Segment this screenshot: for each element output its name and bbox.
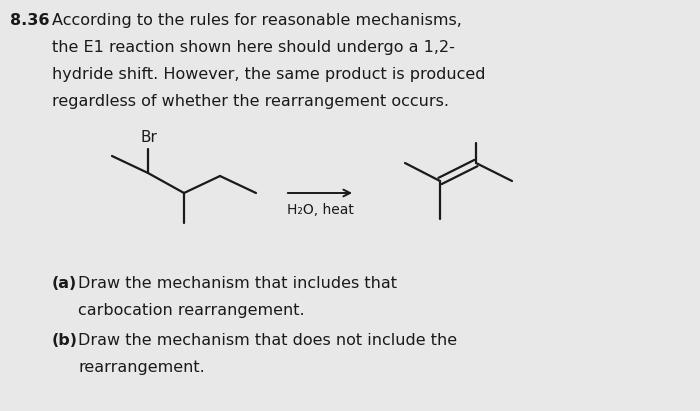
Text: Br: Br (140, 130, 157, 145)
Text: hydride shift. However, the same product is produced: hydride shift. However, the same product… (52, 67, 486, 82)
Text: Draw the mechanism that does not include the: Draw the mechanism that does not include… (78, 333, 457, 348)
Text: According to the rules for reasonable mechanisms,: According to the rules for reasonable me… (52, 13, 462, 28)
Text: regardless of whether the rearrangement occurs.: regardless of whether the rearrangement … (52, 94, 449, 109)
Text: (b): (b) (52, 333, 78, 348)
Text: (a): (a) (52, 276, 77, 291)
Text: carbocation rearrangement.: carbocation rearrangement. (78, 303, 304, 318)
Text: Draw the mechanism that includes that: Draw the mechanism that includes that (78, 276, 397, 291)
Text: rearrangement.: rearrangement. (78, 360, 204, 375)
Text: 8.36: 8.36 (10, 13, 50, 28)
Text: H₂O, heat: H₂O, heat (286, 203, 354, 217)
Text: the E1 reaction shown here should undergo a 1,2-: the E1 reaction shown here should underg… (52, 40, 455, 55)
